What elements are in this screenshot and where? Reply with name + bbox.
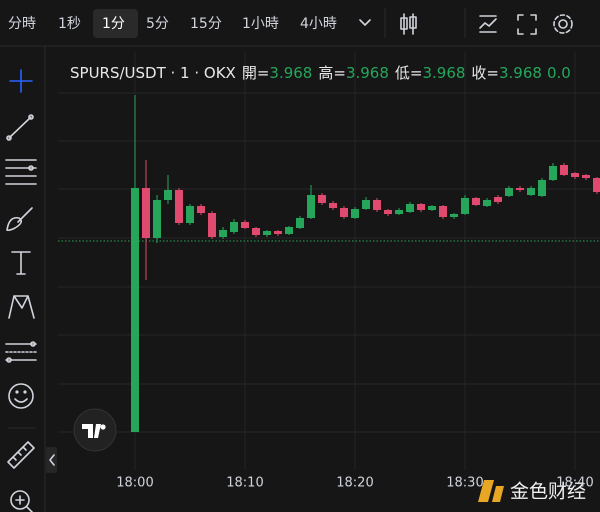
candle-body — [416, 204, 425, 210]
pattern-tool[interactable] — [8, 295, 35, 319]
candle-body — [405, 204, 414, 212]
interval-button[interactable]: 分時 — [8, 16, 36, 32]
interval-button[interactable]: 1秒 — [58, 16, 81, 32]
candle-body — [515, 188, 524, 190]
candle-body — [273, 231, 282, 234]
chart-header: SPURS/USDT · 1 · OKX 開=3.968 高=3.968 低=3.96… — [70, 64, 571, 82]
settings-button[interactable] — [553, 14, 573, 34]
candle-body — [548, 166, 557, 180]
candle-body — [152, 200, 161, 238]
candle-body — [317, 195, 326, 203]
candle-body — [592, 178, 600, 192]
candle-body — [372, 200, 381, 210]
candle-body — [130, 188, 139, 432]
ohlc-value: 3.968 — [346, 64, 389, 82]
chart-title: SPURS/USDT · 1 · OKX — [70, 64, 236, 82]
candle-body — [394, 210, 403, 214]
candle-body — [185, 206, 194, 223]
x-tick-label: 18:40 — [556, 476, 593, 491]
change-value: 0.0 — [547, 64, 571, 82]
candles — [130, 95, 600, 432]
ohlc-label: 高= — [318, 64, 346, 82]
candle-body — [504, 188, 513, 196]
candle-body — [207, 213, 216, 237]
candle-body — [240, 222, 249, 228]
ohlc-label: 開= — [242, 64, 270, 82]
brush-tool[interactable] — [6, 207, 33, 232]
candle-body — [493, 197, 502, 202]
candle-body — [482, 200, 491, 206]
candle-body — [306, 195, 315, 218]
candle-body — [262, 231, 271, 235]
candle-body — [427, 206, 436, 210]
ohlc-value: 3.968 — [422, 64, 465, 82]
trendline-tool[interactable] — [6, 114, 34, 141]
x-tick-label: 18:30 — [446, 476, 483, 491]
candle-body — [350, 209, 359, 218]
ohlc-value: 3.968 — [269, 64, 312, 82]
toolbar: 分時 1秒 1分 5分 15分 1小時 4小時 — [8, 9, 337, 38]
active-interval-bg — [93, 9, 138, 38]
ohlc-label: 收= — [471, 64, 499, 82]
candle-body — [295, 218, 304, 228]
indicators-button[interactable] — [479, 15, 497, 33]
interval-button[interactable]: 15分 — [190, 16, 222, 32]
candle-body — [526, 188, 535, 195]
ohlc-value: 3.968 — [499, 64, 542, 82]
candle-body — [284, 227, 293, 234]
interval-button[interactable]: 5分 — [146, 16, 169, 32]
candle-body — [570, 173, 579, 177]
candle-body — [251, 228, 260, 235]
candle-body — [218, 230, 227, 237]
candle-body — [581, 175, 590, 178]
text-tool[interactable] — [11, 251, 31, 275]
candle-body — [361, 200, 370, 209]
ruler-tool[interactable] — [7, 441, 35, 469]
candle-body — [163, 190, 172, 200]
interval-dropdown[interactable] — [359, 19, 371, 26]
fibonacci-tool[interactable] — [5, 341, 37, 363]
watermark-logo — [478, 480, 504, 502]
ohlc-label: 低= — [395, 64, 423, 82]
candle-body — [449, 214, 458, 217]
candle-body — [229, 222, 238, 232]
candle-body — [383, 210, 392, 214]
zoom-tool[interactable] — [10, 490, 34, 512]
watermark: 金色财经 — [510, 481, 586, 503]
fullscreen-button[interactable] — [517, 14, 537, 35]
x-tick-label: 18:20 — [336, 476, 373, 491]
candle-body — [471, 198, 480, 205]
candle-body — [537, 180, 546, 196]
interval-button[interactable]: 1小時 — [242, 16, 279, 32]
candle-body — [141, 188, 150, 238]
x-tick-label: 18:10 — [226, 476, 263, 491]
chart-type-button[interactable] — [400, 13, 417, 35]
candle-body — [339, 208, 348, 217]
candle-body — [174, 190, 183, 223]
interval-button[interactable]: 1分 — [102, 16, 125, 32]
crosshair-tool[interactable] — [9, 69, 33, 93]
horizontal-lines-tool[interactable] — [5, 159, 37, 185]
candle-body — [196, 206, 205, 213]
emoji-tool[interactable] — [8, 383, 34, 409]
collapse-button[interactable] — [46, 447, 57, 473]
candle-body — [328, 203, 337, 208]
tradingview-logo — [73, 408, 117, 452]
interval-button[interactable]: 4小時 — [300, 16, 337, 32]
candle-body — [438, 206, 447, 217]
x-tick-label: 18:00 — [116, 476, 153, 491]
candle-body — [559, 165, 568, 175]
candle-body — [460, 198, 469, 214]
